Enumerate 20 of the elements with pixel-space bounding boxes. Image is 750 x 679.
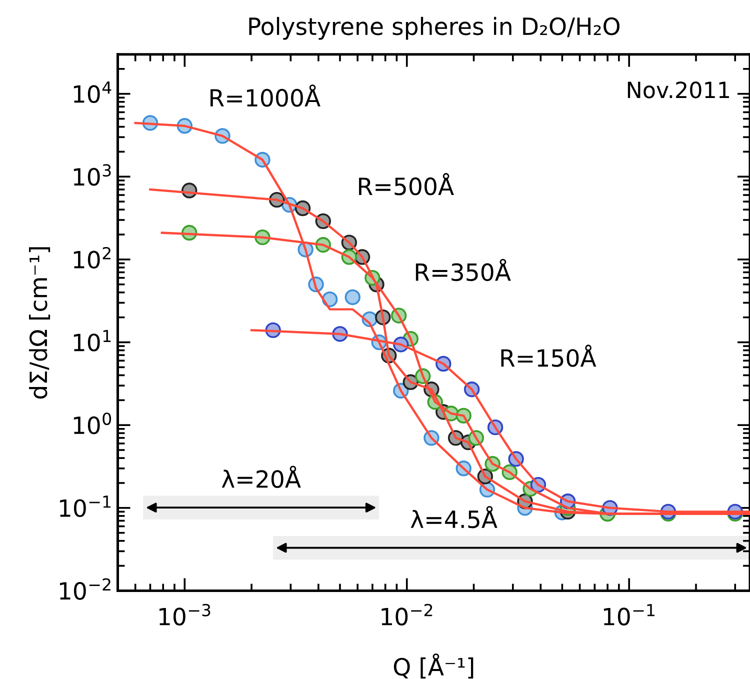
y-tick-label: 10$^{3}$ (74, 164, 111, 186)
annotation: R=150Å (501, 344, 596, 367)
y-tick-label: 10$^{4}$ (74, 82, 112, 103)
y-tick-label: 10$^{2}$ (74, 246, 110, 269)
y-tick-label: 10$^{0}$ (74, 412, 112, 434)
x-tick-label: 10$^{−2}$ (382, 604, 432, 626)
band-label: λ=20Å (222, 466, 301, 488)
y-axis-title: dΣ/dΩ [cm⁻¹] (28, 247, 50, 399)
chart-title: Polystyrene spheres in D₂O/H₂O (249, 16, 620, 40)
annotation: R=1000Å (210, 84, 320, 107)
x-tick-label: 10$^{−3}$ (159, 604, 210, 626)
y-tick-label: 10$^{−2}$ (60, 578, 110, 600)
annotation: R=500Å (359, 173, 454, 196)
y-tick-label: 10$^{−1}$ (60, 496, 111, 518)
y-tick-label: 10$^{1}$ (74, 330, 111, 352)
x-axis-title: Q [Å⁻¹] (394, 653, 474, 678)
band-label: λ=4.5Å (410, 506, 498, 528)
x-tick-label: 10$^{−1}$ (604, 604, 654, 626)
annotation: R=350Å (416, 258, 511, 282)
annotation: Nov.2011 (628, 82, 729, 98)
